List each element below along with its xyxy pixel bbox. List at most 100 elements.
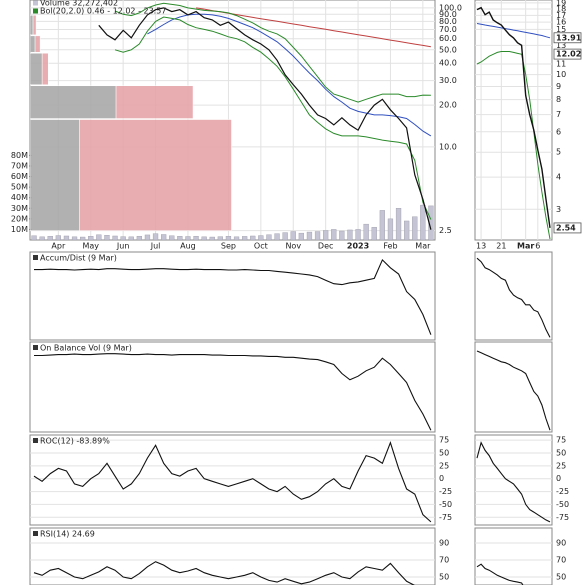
x-tick-label: Mar	[517, 242, 534, 251]
x-tick-label: Jul	[150, 242, 161, 251]
x-tick-label: 6	[535, 242, 540, 251]
highlight-label: 2.54	[556, 223, 576, 232]
volume-bar	[339, 230, 345, 240]
volume-bar	[161, 234, 167, 240]
panel	[30, 439, 435, 523]
y-tick-label: 19	[556, 0, 566, 7]
vbp-segment	[34, 35, 41, 53]
y-tick-label: -75	[439, 513, 452, 522]
panel-frame	[474, 251, 553, 341]
volume-bar	[314, 231, 321, 240]
x-tick-label: Feb	[383, 242, 397, 251]
y-tick-label: 70.0	[439, 25, 457, 34]
volume-bar	[266, 234, 272, 240]
panel	[475, 439, 552, 523]
vbp-segment	[30, 119, 80, 231]
panel-frame	[29, 341, 436, 433]
y-tick-label: 50	[439, 573, 449, 582]
y-tick-label: 75	[439, 436, 449, 445]
y-tick-label: 3	[556, 205, 561, 214]
y-tick-label: 15	[556, 25, 566, 34]
legend-label: Bol(20,2.0) 0.46 - 12.02 - 23.57	[40, 7, 166, 16]
panel-frame	[474, 434, 553, 526]
highlight-label: 13.91	[556, 33, 582, 42]
panel	[476, 350, 551, 431]
series-line	[34, 353, 432, 431]
panel	[476, 257, 551, 338]
series-line	[476, 563, 524, 585]
y-tick-label: 10.0	[439, 142, 457, 151]
y-tick-label: 10	[556, 70, 566, 79]
highlight-label: 12.02	[556, 50, 581, 59]
volume-bar	[71, 236, 78, 240]
y-tick-label: 50	[439, 449, 449, 458]
panel-frame	[474, 341, 553, 433]
y-tick-label: 7	[556, 110, 561, 119]
y-tick-label: -75	[556, 513, 569, 522]
y-tick-label: 90.0	[439, 10, 457, 19]
vbp-segment	[115, 85, 194, 119]
series-line	[476, 51, 551, 240]
y-tick-label: 6	[556, 127, 561, 136]
x-tick-label: 2023	[347, 242, 369, 251]
y-tick-label: 50	[556, 573, 566, 582]
y-tick-label: 90	[556, 538, 566, 547]
volume-bar	[104, 235, 110, 240]
volume-bar	[323, 230, 329, 240]
series-line	[33, 561, 416, 585]
volume-bar	[209, 236, 215, 240]
volume-bar	[306, 231, 313, 240]
y-tick-label: -25	[556, 487, 569, 496]
volume-bar	[47, 236, 53, 240]
y-tick-label: 90	[439, 538, 449, 547]
y2-tick-label: 80M	[11, 151, 28, 160]
volume-bar	[282, 232, 288, 240]
vbp-segment	[30, 35, 36, 53]
volume-bar	[242, 236, 248, 240]
volume-bar	[363, 223, 369, 240]
volume-bar	[112, 235, 118, 240]
y-tick-label: 50	[556, 449, 566, 458]
volume-bar	[379, 210, 385, 240]
volume-bar	[88, 236, 94, 240]
x-tick-label: Dec	[318, 242, 333, 251]
y-tick-label: -50	[556, 500, 569, 509]
volume-bar	[63, 235, 70, 240]
y-tick-label: 8	[556, 95, 561, 104]
y-tick-label: 60.0	[439, 34, 457, 43]
volume-bar	[55, 235, 61, 240]
volume-bar	[290, 231, 296, 240]
legend-swatch	[33, 0, 38, 6]
highlight-box	[553, 222, 582, 234]
y-tick-label: 20.0	[439, 101, 457, 110]
x-tick-label: Aug	[180, 242, 196, 251]
title-swatch	[33, 345, 38, 350]
x-tick-label: Nov	[285, 242, 301, 251]
y-tick-label: 100.0	[439, 3, 462, 12]
vbp-segment	[32, 15, 37, 36]
y2-tick-label: 60M	[11, 172, 28, 181]
volume-bar	[144, 234, 151, 240]
highlight-box	[553, 32, 582, 44]
panel-frame	[29, 251, 436, 341]
y-tick-label: 18	[556, 4, 566, 13]
indicator-title: Accum/Dist (9 Mar)	[40, 254, 117, 263]
x-tick-label: 13	[476, 242, 486, 251]
y2-tick-label: 20M	[11, 214, 28, 223]
volume-bar	[120, 236, 126, 240]
y-tick-label: 25	[439, 461, 449, 470]
volume-bar	[177, 236, 183, 240]
volume-bar	[258, 235, 264, 240]
y-tick-label: 4	[556, 173, 561, 182]
vbp-segment	[30, 85, 117, 119]
series-line	[147, 13, 432, 137]
volume-bar	[169, 235, 175, 240]
volume-bar	[250, 235, 256, 240]
y2-tick-label: 50M	[11, 183, 28, 192]
title-swatch	[33, 531, 38, 536]
volume-bar	[217, 236, 223, 240]
y-tick-label: 40.0	[439, 59, 457, 68]
volume-bar	[355, 229, 361, 240]
